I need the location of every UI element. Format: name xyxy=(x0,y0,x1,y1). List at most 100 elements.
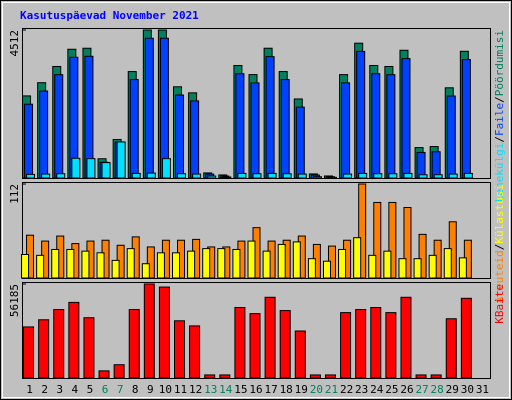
x-tick-label: 15 xyxy=(234,383,247,396)
bar xyxy=(418,174,428,179)
x-tick-label: 8 xyxy=(132,383,139,396)
x-tick-label: 14 xyxy=(219,383,233,396)
bar xyxy=(282,173,292,179)
bar xyxy=(172,252,181,279)
bar xyxy=(383,250,392,279)
bar xyxy=(461,59,471,179)
chart-title: Kasutuspäevad November 2021 xyxy=(20,9,199,22)
x-tick-label: 30 xyxy=(461,383,474,396)
bar xyxy=(158,286,170,379)
bar xyxy=(86,158,96,179)
bar xyxy=(428,254,437,279)
bar xyxy=(250,82,260,179)
x-tick-label: 21 xyxy=(325,383,338,396)
x-tick-label: 5 xyxy=(87,383,94,396)
bar xyxy=(309,374,321,379)
bar xyxy=(431,151,441,179)
bar xyxy=(190,100,200,179)
bar xyxy=(111,259,120,279)
bar xyxy=(343,173,353,179)
bar xyxy=(131,172,141,179)
x-tick-label: 13 xyxy=(204,383,217,396)
x-tick-label: 4 xyxy=(72,383,79,396)
legend-separator: / xyxy=(493,136,506,143)
bar xyxy=(413,258,422,279)
bar xyxy=(324,374,336,379)
x-tick-label: 6 xyxy=(102,383,109,396)
bar xyxy=(401,58,411,179)
bar xyxy=(249,313,261,379)
bar xyxy=(280,79,290,179)
bar xyxy=(463,172,473,179)
bar xyxy=(143,283,155,379)
bar xyxy=(458,257,467,279)
x-tick-label: 28 xyxy=(431,383,444,396)
bar xyxy=(237,172,247,179)
bar xyxy=(295,106,305,179)
bar xyxy=(398,258,407,279)
bar xyxy=(96,252,105,279)
bar xyxy=(340,312,352,379)
legend: Lehekülgi/Faile/Pöördumisi xyxy=(493,30,506,202)
legend-entry: Külastusi xyxy=(493,184,506,244)
bar xyxy=(277,243,286,279)
x-tick-label: 29 xyxy=(446,383,459,396)
legend-separator: / xyxy=(493,96,506,103)
bar xyxy=(341,82,351,179)
bar xyxy=(279,310,291,379)
x-tick-label: 16 xyxy=(249,383,262,396)
bar xyxy=(51,248,60,279)
legend-entry: KBaite xyxy=(493,284,506,324)
bar xyxy=(21,254,30,279)
bar xyxy=(156,252,165,279)
bar xyxy=(267,172,277,179)
bar xyxy=(128,309,140,379)
bar xyxy=(219,374,231,379)
bar xyxy=(371,73,381,179)
x-tick-label: 24 xyxy=(370,383,384,396)
y-tick-label: 4512 xyxy=(8,30,21,57)
x-tick-label: 22 xyxy=(340,383,353,396)
x-tick-label: 7 xyxy=(117,383,124,396)
bar xyxy=(430,374,442,379)
x-tick-label: 23 xyxy=(355,383,368,396)
bar xyxy=(24,103,34,179)
bar xyxy=(252,173,262,179)
bar xyxy=(161,158,171,179)
bar xyxy=(353,237,362,279)
bar xyxy=(262,250,271,279)
bar xyxy=(292,241,301,279)
bar xyxy=(26,173,36,179)
bar xyxy=(174,320,186,379)
bar xyxy=(71,157,81,179)
bar xyxy=(373,173,383,179)
bar xyxy=(129,79,139,179)
bar xyxy=(358,183,367,279)
bar xyxy=(38,319,50,379)
bar xyxy=(235,73,245,179)
bar xyxy=(327,176,337,179)
bar xyxy=(433,174,443,179)
bar xyxy=(385,312,397,379)
bar xyxy=(232,248,241,279)
bar xyxy=(141,263,150,279)
y-tick-label: 56185 xyxy=(8,284,21,317)
bar xyxy=(416,151,426,179)
bar xyxy=(403,207,412,279)
bar xyxy=(189,325,201,379)
legend-entry: Pöördumisi xyxy=(493,30,506,96)
x-tick-label: 11 xyxy=(174,383,187,396)
bar xyxy=(207,175,217,179)
bar xyxy=(222,176,232,179)
bar xyxy=(202,248,211,279)
bar xyxy=(56,173,66,179)
x-tick-label: 19 xyxy=(295,383,308,396)
legend: KBaite xyxy=(493,284,506,324)
bar xyxy=(388,173,398,179)
bar xyxy=(356,50,366,179)
bar xyxy=(265,56,275,179)
bar xyxy=(388,201,397,279)
bar xyxy=(448,173,458,179)
bar xyxy=(234,306,246,379)
bar xyxy=(101,162,111,179)
